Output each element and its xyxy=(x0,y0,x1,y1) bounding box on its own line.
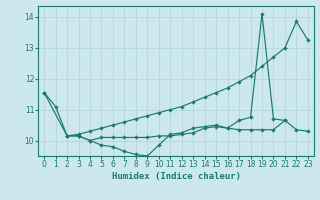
X-axis label: Humidex (Indice chaleur): Humidex (Indice chaleur) xyxy=(111,172,241,181)
